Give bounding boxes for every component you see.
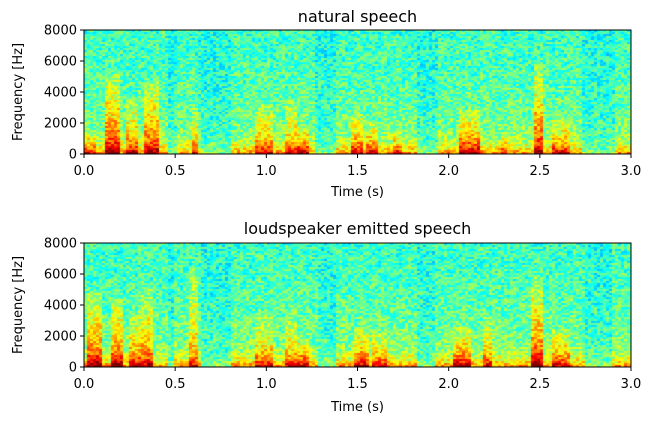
x-tick-label: 0.5 (165, 377, 186, 392)
spectrogram-panel-natural: natural speech Frequency [Hz] Time (s) 0… (0, 0, 651, 210)
y-axis-label: Frequency [Hz] (11, 256, 26, 354)
y-tick-label: 2000 (44, 117, 77, 132)
x-tick-label: 0.0 (74, 377, 95, 392)
x-tick-label: 0.0 (74, 164, 95, 179)
y-tick-label: 6000 (44, 268, 77, 283)
chart-title: loudspeaker emitted speech (244, 219, 472, 238)
y-tick-label: 0 (69, 361, 77, 376)
spectrogram-panel-loudspeaker: loudspeaker emitted speech Frequency [Hz… (0, 212, 651, 417)
spectrogram-natural-speech: natural speech Frequency [Hz] Time (s) 0… (11, 7, 642, 200)
x-tick-label: 3.0 (621, 164, 642, 179)
x-tick-label: 1.5 (347, 377, 368, 392)
x-tick-label: 3.0 (621, 377, 642, 392)
x-tick-label: 2.5 (529, 164, 550, 179)
x-tick-label: 2.0 (438, 164, 459, 179)
x-tick-label: 1.0 (256, 377, 277, 392)
x-tick-label: 1.5 (347, 164, 368, 179)
y-tick-label: 2000 (44, 330, 77, 345)
y-tick-label: 8000 (44, 237, 77, 252)
y-tick-label: 6000 (44, 55, 77, 70)
x-tick-label: 1.0 (256, 164, 277, 179)
y-tick-label: 4000 (44, 86, 77, 101)
y-tick-label: 4000 (44, 299, 77, 314)
y-axis-label: Frequency [Hz] (11, 43, 26, 141)
x-tick-label: 2.0 (438, 377, 459, 392)
y-tick-label: 0 (69, 148, 77, 163)
y-tick-label: 8000 (44, 24, 77, 39)
spectrogram-loudspeaker-speech: loudspeaker emitted speech Frequency [Hz… (11, 219, 642, 415)
x-axis-label: Time (s) (330, 185, 384, 200)
x-axis-label: Time (s) (330, 400, 384, 415)
x-tick-label: 2.5 (529, 377, 550, 392)
x-tick-label: 0.5 (165, 164, 186, 179)
spectrogram-image (84, 30, 631, 154)
spectrogram-image (84, 243, 631, 367)
chart-title: natural speech (298, 7, 417, 26)
